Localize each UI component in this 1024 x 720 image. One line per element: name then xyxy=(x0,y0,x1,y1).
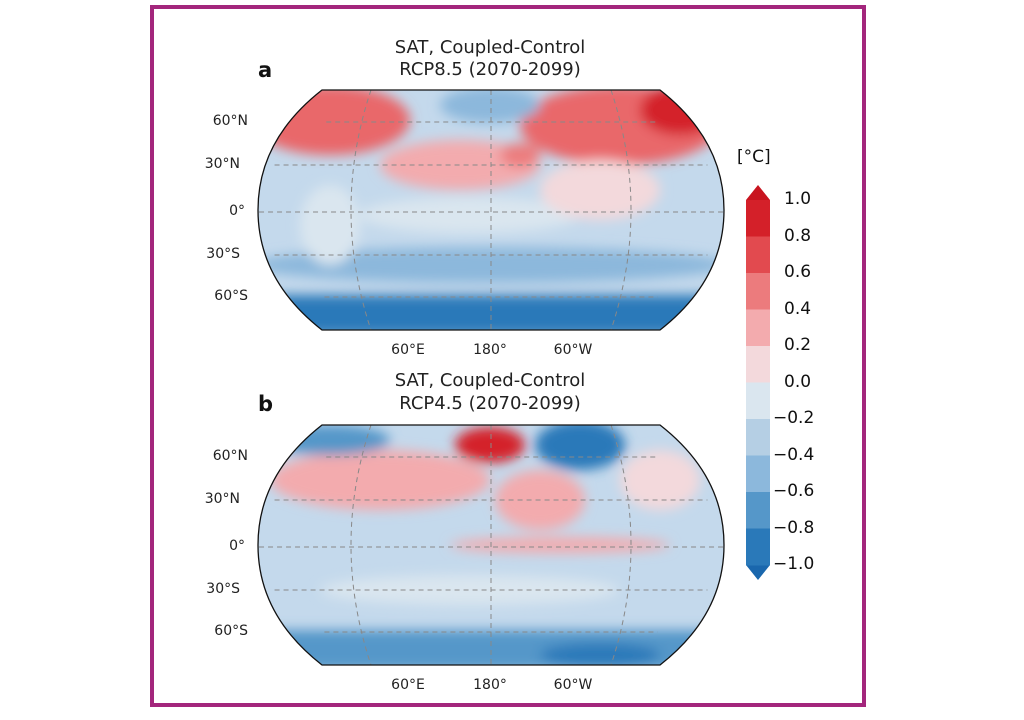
colorbar-segment xyxy=(746,273,770,310)
panel-b-title-line2: RCP4.5 (2070-2099) xyxy=(399,393,581,414)
colorbar-segment xyxy=(746,382,770,420)
colorbar xyxy=(746,185,770,580)
lon-label: 180° xyxy=(473,342,507,358)
colorbar-tick-label: 0.2 xyxy=(784,335,812,355)
map-a-outline xyxy=(257,89,725,331)
panel-b-title-line1: SAT, Coupled-Control xyxy=(394,370,586,391)
lat-label: 60°N xyxy=(212,113,248,129)
colorbar-tick-label: 1.0 xyxy=(784,189,812,209)
colorbar-extend-max xyxy=(746,185,770,200)
colorbar-extend-min xyxy=(746,565,770,580)
colorbar-unit: [°C] xyxy=(737,147,771,167)
meridian-line xyxy=(350,424,372,666)
lat-label: 30°S xyxy=(206,581,240,597)
lon-label: 60°E xyxy=(391,677,425,693)
panel-a-title-line1: SAT, Coupled-Control xyxy=(394,37,586,58)
lat-label: 30°S xyxy=(206,246,240,262)
colorbar-tick-label: −0.6 xyxy=(773,481,815,501)
colorbar-tick-label: −0.4 xyxy=(773,444,815,465)
colorbar-segment xyxy=(746,236,770,274)
colorbar-tick-label: 0.6 xyxy=(784,262,812,282)
lat-label: 30°N xyxy=(204,491,240,507)
meridian-line xyxy=(610,424,632,666)
colorbar-tick-label: −0.2 xyxy=(773,408,815,428)
colorbar-segment xyxy=(746,419,770,456)
lat-label: 0° xyxy=(229,203,245,219)
colorbar-segment xyxy=(746,346,770,383)
colorbar-segment xyxy=(746,528,770,566)
lon-label: 60°W xyxy=(553,342,593,358)
colorbar-tick-label: 0.0 xyxy=(784,371,812,392)
map-b-outline xyxy=(257,424,725,666)
panel-b-label: b xyxy=(258,392,274,416)
lat-label: 30°N xyxy=(204,156,240,172)
meridian-line xyxy=(610,89,632,331)
lon-label: 60°E xyxy=(391,342,425,358)
colorbar-tick-label: −1.0 xyxy=(773,554,815,574)
colorbar-segment xyxy=(746,309,770,347)
lon-label: 60°W xyxy=(553,677,593,693)
colorbar-tick-label: 0.8 xyxy=(784,225,812,246)
colorbar-segment xyxy=(746,200,770,237)
colorbar-tick-label: 0.4 xyxy=(784,298,812,319)
lat-label: 60°N xyxy=(212,448,248,464)
meridian-line xyxy=(350,89,372,331)
lat-label: 60°S xyxy=(214,623,248,639)
lat-label: 60°S xyxy=(214,288,248,304)
colorbar-segment xyxy=(746,492,770,529)
lat-label: 0° xyxy=(229,538,245,554)
lon-label: 180° xyxy=(473,677,507,693)
colorbar-tick-label: −0.8 xyxy=(773,517,815,538)
panel-a-label: a xyxy=(258,58,273,82)
colorbar-segment xyxy=(746,455,770,493)
graticule xyxy=(259,89,723,666)
panel-a-title-line2: RCP8.5 (2070-2099) xyxy=(399,59,581,80)
